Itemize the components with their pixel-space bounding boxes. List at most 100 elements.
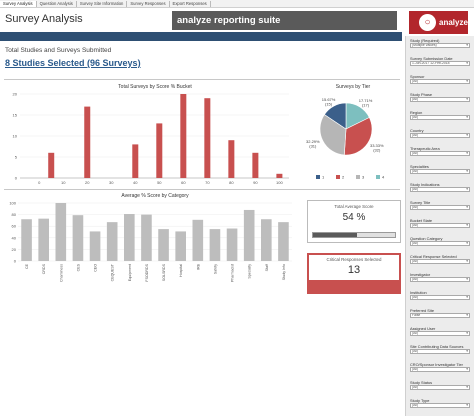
- filter-value: False: [412, 313, 421, 317]
- filter-value: (All): [412, 259, 419, 263]
- filter-dropdown[interactable]: (All) ▾: [410, 205, 470, 210]
- bar: [252, 152, 259, 178]
- filter-label: Study Type: [410, 398, 430, 403]
- filter-value: (All): [412, 151, 419, 155]
- y-tick-label: 20: [13, 92, 18, 97]
- bar: [124, 214, 135, 261]
- filter-label: Region: [410, 110, 423, 115]
- y-tick-label: 0: [14, 259, 17, 264]
- filter-dropdown[interactable]: (All) ▾: [410, 223, 470, 228]
- filter-label: Therapeutic Area: [410, 146, 440, 151]
- x-tick-label: Chaminess: [59, 264, 63, 282]
- filter-label: Investigator: [410, 272, 431, 277]
- slice-label: 33.33%: [370, 143, 384, 148]
- filter-dropdown[interactable]: (All) ▾: [410, 367, 470, 372]
- filter-dropdown[interactable]: (All) ▾: [410, 259, 470, 264]
- bar: [55, 203, 67, 261]
- y-tick-label: 15: [13, 113, 18, 118]
- filter-dropdown[interactable]: (All) ▾: [410, 115, 470, 120]
- filter-dropdown[interactable]: (All) ▾: [410, 241, 470, 246]
- tab-export-responses[interactable]: Export Responses: [170, 0, 211, 7]
- tab-survey-analysis[interactable]: Survey Analysis: [0, 0, 37, 7]
- filter-dropdown[interactable]: (Multiple values) ▾: [410, 43, 470, 48]
- x-tick-label: CEO: [94, 264, 98, 272]
- average-score-label: Total Average Score: [334, 204, 374, 209]
- x-tick-label: 80: [229, 180, 234, 185]
- chevron-down-icon: ▾: [466, 79, 468, 83]
- filter-dropdown[interactable]: 1-Jun-2017 12-Feb-2018 ▾: [410, 61, 470, 66]
- filter-value: (All): [412, 349, 419, 353]
- bar: [261, 219, 272, 261]
- studies-selected-link[interactable]: 8 Studies Selected (96 Surveys): [5, 58, 141, 68]
- x-tick-label: SOLSRDS: [162, 263, 166, 281]
- slice-label: 17.71%: [359, 98, 373, 103]
- chevron-down-icon: ▾: [466, 115, 468, 119]
- x-tick-label: IRB: [196, 263, 200, 270]
- filter-label: Study Phase: [410, 92, 433, 97]
- filter-dropdown[interactable]: (All) ▾: [410, 79, 470, 84]
- filter-dropdown[interactable]: (All) ▾: [410, 187, 470, 192]
- slice-count: (17): [362, 102, 370, 107]
- x-tick-label: Hospital: [179, 264, 183, 277]
- filter-dropdown[interactable]: (All) ▾: [410, 295, 470, 300]
- filter-label: Survey Title: [410, 200, 431, 205]
- brand-banner: analyze reporting suite: [172, 11, 397, 30]
- pie-slice: [319, 114, 347, 156]
- chevron-down-icon: ▾: [466, 367, 468, 371]
- chevron-down-icon: ▾: [466, 61, 468, 65]
- x-tick-label: Safety: [213, 264, 217, 274]
- x-tick-label: 10: [61, 180, 66, 185]
- chevron-down-icon: ▾: [466, 43, 468, 47]
- filter-dropdown[interactable]: (All) ▾: [410, 349, 470, 354]
- bar: [276, 173, 283, 178]
- y-tick-label: 20: [12, 247, 17, 252]
- bar: [84, 106, 91, 178]
- filter-value: (Multiple values): [412, 43, 437, 47]
- x-tick-label: Equipment: [128, 264, 132, 281]
- tab-survey-responses[interactable]: Survey Responses: [127, 0, 170, 7]
- bar: [243, 209, 255, 261]
- filter-dropdown[interactable]: (All) ▾: [410, 403, 470, 408]
- slice-count: (15): [325, 101, 333, 106]
- average-score-card: Total Average Score 54 %: [307, 200, 401, 243]
- chevron-down-icon: ▾: [466, 223, 468, 227]
- critical-responses-card[interactable]: Critical Responses Selected 13: [307, 253, 401, 294]
- critical-responses-label: Critical Responses Selected: [326, 257, 382, 262]
- chevron-down-icon: ▾: [466, 295, 468, 299]
- x-tick-label: 0: [38, 180, 41, 185]
- slice-label: 32.29%: [306, 139, 320, 144]
- chevron-down-icon: ▾: [466, 205, 468, 209]
- bar: [228, 140, 235, 178]
- filter-dropdown[interactable]: (All) ▾: [410, 169, 470, 174]
- filter-value: (All): [412, 79, 419, 83]
- filter-dropdown[interactable]: (All) ▾: [410, 133, 470, 138]
- filter-value: (All): [412, 385, 419, 389]
- filter-dropdown[interactable]: (All) ▾: [410, 151, 470, 156]
- header-band: [0, 32, 402, 41]
- analyze-logo: ○ analyze: [409, 11, 468, 34]
- legend-swatch: [336, 175, 340, 179]
- divider: [4, 79, 400, 80]
- filter-label: Country: [410, 128, 424, 133]
- slice-label: 15.67%: [322, 97, 336, 102]
- category-chart-title: Average % Score by Category: [121, 193, 189, 199]
- filter-dropdown[interactable]: False ▾: [410, 313, 470, 318]
- tier-chart-title: Surveys by Tier: [335, 84, 371, 90]
- summary-subtitle: Total Studies and Surveys Submitted: [5, 47, 112, 54]
- filter-dropdown[interactable]: (All) ▾: [410, 97, 470, 102]
- x-tick-label: Pharmacist: [231, 264, 235, 282]
- bar: [204, 98, 211, 178]
- x-tick-label: Study Info: [282, 264, 286, 280]
- filter-dropdown[interactable]: (All) ▾: [410, 385, 470, 390]
- y-tick-label: 10: [13, 134, 18, 139]
- filter-dropdown[interactable]: (All) ▾: [410, 277, 470, 282]
- tab-survey-site-information[interactable]: Survey Site Information: [77, 0, 128, 7]
- bar: [192, 219, 204, 261]
- chevron-down-icon: ▾: [466, 385, 468, 389]
- x-tick-label: 20: [85, 180, 90, 185]
- filter-label: Bucket State: [410, 218, 433, 223]
- tier-pie-chart: 17.71%(17) 33.33%(32) 32.29%(31) 15.67%(15)…: [306, 97, 385, 180]
- filter-value: (All): [412, 403, 419, 407]
- filter-dropdown[interactable]: (All) ▾: [410, 331, 470, 336]
- tab-question-analysis[interactable]: Question Analysis: [37, 0, 77, 7]
